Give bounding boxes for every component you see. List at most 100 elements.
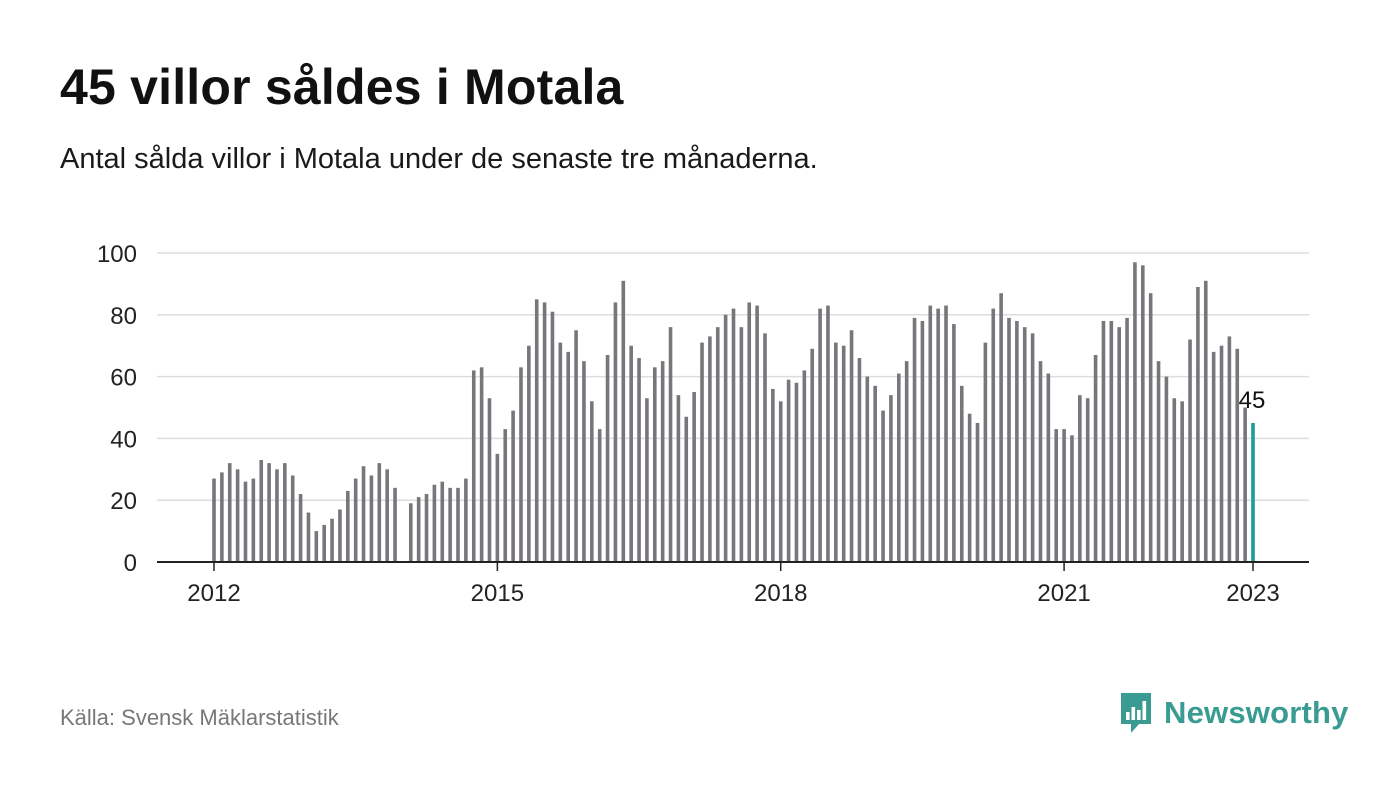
newsworthy-brand-name: Newsworthy bbox=[1164, 695, 1349, 730]
y-tick-label: 40 bbox=[110, 426, 137, 453]
bar bbox=[377, 463, 382, 562]
bar bbox=[700, 342, 704, 562]
bar bbox=[464, 478, 468, 562]
bar bbox=[369, 475, 374, 562]
bar bbox=[298, 494, 303, 562]
bar bbox=[1219, 345, 1224, 562]
last-value-label: 45 bbox=[1239, 387, 1266, 414]
bar bbox=[597, 429, 602, 562]
bar bbox=[290, 475, 295, 562]
bar bbox=[715, 327, 720, 562]
bar bbox=[1227, 336, 1232, 562]
bar bbox=[1180, 401, 1184, 562]
newsworthy-logo[interactable]: Newsworthy bbox=[1118, 690, 1349, 736]
bar bbox=[346, 490, 350, 562]
bar bbox=[1022, 327, 1027, 562]
bar bbox=[227, 463, 232, 562]
bar bbox=[511, 410, 515, 562]
bar bbox=[582, 361, 586, 562]
bar bbox=[275, 469, 279, 562]
bar bbox=[912, 317, 917, 562]
bar bbox=[471, 370, 476, 562]
bar bbox=[1054, 429, 1059, 562]
bar bbox=[841, 345, 846, 562]
bar bbox=[393, 487, 397, 562]
bar bbox=[834, 342, 838, 562]
x-tick-label: 2021 bbox=[1037, 580, 1090, 607]
bar bbox=[983, 342, 988, 562]
bar bbox=[527, 345, 531, 562]
bar bbox=[1203, 280, 1208, 562]
bar bbox=[959, 385, 964, 562]
bar bbox=[574, 330, 578, 562]
bar bbox=[283, 463, 287, 562]
bar bbox=[896, 373, 901, 562]
x-tick-label: 2018 bbox=[754, 580, 807, 607]
bar-chart: 0 20 40 60 80 100 2012 2015 2018 2021 2023 45 bbox=[97, 241, 1309, 607]
bar bbox=[1196, 286, 1200, 562]
bar bbox=[251, 478, 256, 562]
y-tick-label: 100 bbox=[97, 241, 137, 268]
bar bbox=[645, 398, 649, 562]
bar bbox=[487, 398, 492, 562]
bar bbox=[495, 453, 500, 562]
bar bbox=[1078, 395, 1082, 562]
bar bbox=[361, 466, 366, 562]
bar bbox=[1007, 317, 1011, 562]
bar bbox=[755, 305, 759, 562]
bar bbox=[314, 531, 319, 562]
bar bbox=[849, 330, 854, 562]
bar bbox=[818, 308, 822, 562]
bar bbox=[1030, 333, 1035, 562]
bar bbox=[267, 463, 271, 562]
bar bbox=[550, 311, 555, 562]
bar bbox=[786, 379, 791, 562]
bar bbox=[708, 336, 712, 562]
y-tick-label: 60 bbox=[110, 365, 137, 392]
bar bbox=[826, 305, 830, 562]
bar bbox=[794, 382, 799, 562]
bar bbox=[920, 320, 925, 562]
bar bbox=[802, 370, 807, 562]
bar bbox=[1038, 361, 1043, 562]
bar bbox=[1133, 262, 1137, 562]
bar bbox=[1109, 320, 1114, 562]
bar bbox=[1211, 351, 1216, 562]
bar bbox=[558, 342, 563, 562]
chart-subtitle: Antal sålda villor i Motala under de sen… bbox=[60, 143, 818, 175]
bar bbox=[503, 429, 508, 562]
bar bbox=[432, 484, 437, 562]
bar bbox=[881, 410, 885, 562]
bar bbox=[590, 401, 594, 562]
bar bbox=[1141, 265, 1145, 562]
bar bbox=[904, 361, 909, 562]
bar bbox=[991, 308, 996, 562]
bar bbox=[519, 367, 523, 562]
bar bbox=[967, 413, 972, 562]
bar bbox=[322, 524, 326, 562]
bar bbox=[338, 509, 342, 562]
x-tick-label: 2012 bbox=[187, 580, 240, 607]
bar bbox=[1164, 376, 1169, 562]
bar bbox=[613, 302, 618, 562]
bar bbox=[637, 358, 641, 562]
bar bbox=[684, 416, 689, 562]
bar bbox=[440, 481, 445, 562]
bar bbox=[408, 503, 413, 562]
bar bbox=[306, 512, 311, 562]
bars bbox=[212, 262, 1255, 562]
bar bbox=[975, 422, 980, 562]
bar bbox=[1243, 407, 1247, 562]
bar bbox=[723, 314, 728, 562]
bar bbox=[676, 395, 681, 562]
bar bbox=[220, 472, 224, 562]
bar bbox=[668, 327, 673, 562]
bar bbox=[739, 327, 744, 562]
source-note: Källa: Svensk Mäklarstatistik bbox=[60, 705, 339, 730]
newsworthy-logo-icon bbox=[1121, 693, 1151, 733]
bar bbox=[936, 308, 940, 562]
bar bbox=[857, 358, 862, 562]
bar bbox=[259, 460, 264, 562]
bar bbox=[235, 469, 240, 562]
bar-latest bbox=[1251, 422, 1255, 562]
